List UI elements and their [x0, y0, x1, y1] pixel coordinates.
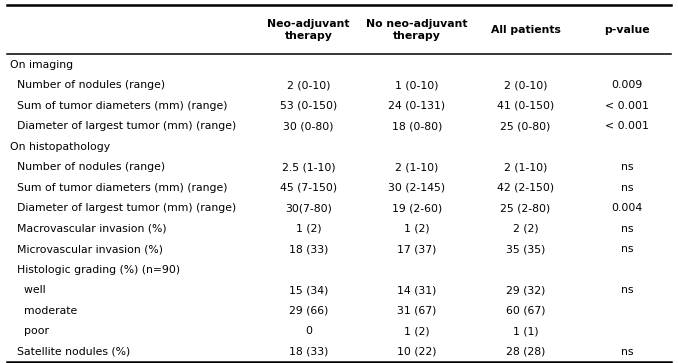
Text: Sum of tumor diameters (mm) (range): Sum of tumor diameters (mm) (range)	[10, 183, 228, 193]
Text: 31 (67): 31 (67)	[397, 306, 437, 316]
Text: ns: ns	[621, 244, 633, 254]
Text: 2 (0-10): 2 (0-10)	[287, 80, 330, 90]
Text: On imaging: On imaging	[10, 60, 73, 70]
Text: 14 (31): 14 (31)	[397, 285, 437, 295]
Text: On histopathology: On histopathology	[10, 142, 111, 152]
Text: 29 (66): 29 (66)	[289, 306, 328, 316]
Text: 28 (28): 28 (28)	[506, 347, 545, 357]
Text: 10 (22): 10 (22)	[397, 347, 437, 357]
Text: 30(7-80): 30(7-80)	[285, 203, 332, 213]
Text: 2.5 (1-10): 2.5 (1-10)	[281, 162, 336, 172]
Text: 0.004: 0.004	[612, 203, 643, 213]
Text: 0: 0	[305, 326, 312, 337]
Text: 19 (2-60): 19 (2-60)	[392, 203, 442, 213]
Text: 2 (0-10): 2 (0-10)	[504, 80, 547, 90]
Text: ns: ns	[621, 224, 633, 234]
Text: 29 (32): 29 (32)	[506, 285, 545, 295]
Text: 1 (2): 1 (2)	[404, 224, 430, 234]
Text: Number of nodules (range): Number of nodules (range)	[10, 162, 165, 172]
Text: Microvascular invasion (%): Microvascular invasion (%)	[10, 244, 163, 254]
Text: 1 (0-10): 1 (0-10)	[395, 80, 439, 90]
Text: All patients: All patients	[490, 25, 561, 35]
Text: 18 (33): 18 (33)	[289, 347, 328, 357]
Text: well: well	[10, 285, 46, 295]
Text: 0.009: 0.009	[612, 80, 643, 90]
Text: moderate: moderate	[10, 306, 77, 316]
Text: Diameter of largest tumor (mm) (range): Diameter of largest tumor (mm) (range)	[10, 121, 237, 131]
Text: 42 (2-150): 42 (2-150)	[497, 183, 554, 193]
Text: 60 (67): 60 (67)	[506, 306, 545, 316]
Text: 1 (2): 1 (2)	[296, 224, 321, 234]
Text: 41 (0-150): 41 (0-150)	[497, 101, 554, 111]
Text: 17 (37): 17 (37)	[397, 244, 437, 254]
Text: 2 (2): 2 (2)	[513, 224, 538, 234]
Text: 2 (1-10): 2 (1-10)	[395, 162, 439, 172]
Text: 2 (1-10): 2 (1-10)	[504, 162, 547, 172]
Text: Histologic grading (%) (n=90): Histologic grading (%) (n=90)	[10, 265, 180, 275]
Text: Number of nodules (range): Number of nodules (range)	[10, 80, 165, 90]
Text: 24 (0-131): 24 (0-131)	[388, 101, 445, 111]
Text: < 0.001: < 0.001	[605, 121, 649, 131]
Text: Neo-adjuvant
therapy: Neo-adjuvant therapy	[267, 19, 350, 41]
Text: 35 (35): 35 (35)	[506, 244, 545, 254]
Text: 15 (34): 15 (34)	[289, 285, 328, 295]
Text: No neo-adjuvant
therapy: No neo-adjuvant therapy	[366, 19, 468, 41]
Text: Macrovascular invasion (%): Macrovascular invasion (%)	[10, 224, 167, 234]
Text: 53 (0-150): 53 (0-150)	[280, 101, 337, 111]
Text: 1 (1): 1 (1)	[513, 326, 538, 337]
Text: 18 (0-80): 18 (0-80)	[392, 121, 442, 131]
Text: 30 (2-145): 30 (2-145)	[388, 183, 445, 193]
Text: 45 (7-150): 45 (7-150)	[280, 183, 337, 193]
Text: ns: ns	[621, 183, 633, 193]
Text: Satellite nodules (%): Satellite nodules (%)	[10, 347, 130, 357]
Text: ns: ns	[621, 347, 633, 357]
Text: p-value: p-value	[604, 25, 650, 35]
Text: < 0.001: < 0.001	[605, 101, 649, 111]
Text: Sum of tumor diameters (mm) (range): Sum of tumor diameters (mm) (range)	[10, 101, 228, 111]
Text: ns: ns	[621, 285, 633, 295]
Text: poor: poor	[10, 326, 49, 337]
Text: 25 (2-80): 25 (2-80)	[500, 203, 551, 213]
Text: 25 (0-80): 25 (0-80)	[500, 121, 551, 131]
Text: 1 (2): 1 (2)	[404, 326, 430, 337]
Text: 18 (33): 18 (33)	[289, 244, 328, 254]
Text: ns: ns	[621, 162, 633, 172]
Text: Diameter of largest tumor (mm) (range): Diameter of largest tumor (mm) (range)	[10, 203, 237, 213]
Text: 30 (0-80): 30 (0-80)	[283, 121, 334, 131]
